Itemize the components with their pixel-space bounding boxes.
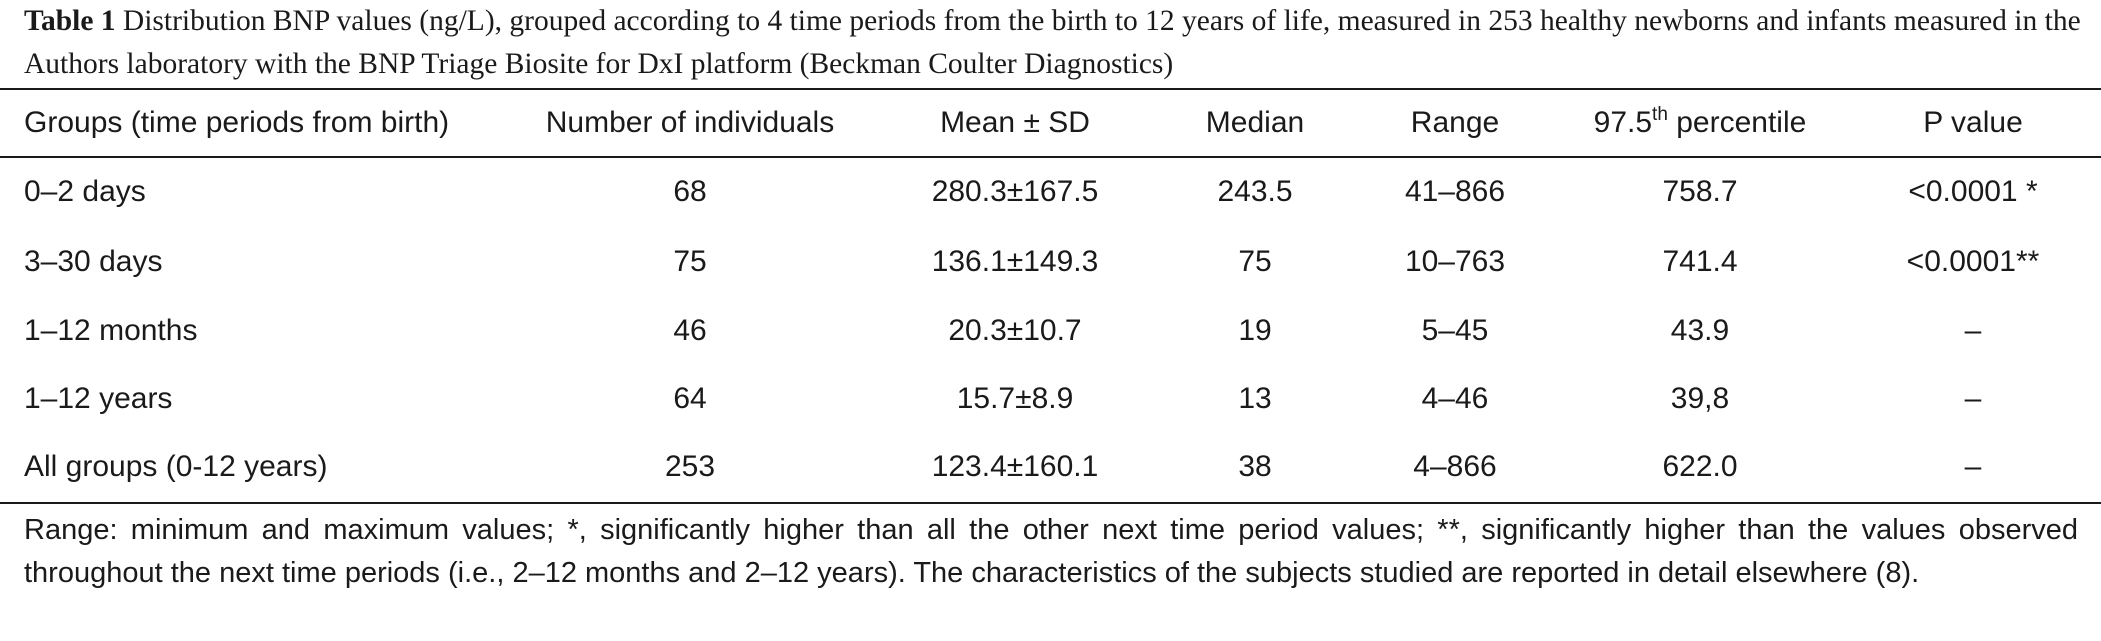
header-groups: Groups (time periods from birth) [24,106,450,139]
top-rule [0,88,2101,90]
cell-number: 68 [673,175,707,208]
cell-p-value: – [1964,313,1982,347]
cell-group: 0–2 days [24,175,146,208]
cell-percentile: 741.4 [1662,245,1738,279]
header-row: Groups (time periods from birth) Number … [0,90,2101,156]
cell-percentile: 622.0 [1662,450,1738,484]
cell-median: 75 [1238,245,1272,279]
cell-range: 10–763 [1404,245,1506,279]
cell-range: 41–866 [1404,175,1506,208]
cell-mean-sd: 280.3±167.5 [931,175,1099,208]
cell-median: 38 [1238,450,1272,484]
header-range: Range [1410,106,1500,139]
cell-p-value: – [1964,381,1982,415]
cell-percentile: 39,8 [1670,381,1730,415]
cell-group: 1–12 years [24,381,173,415]
cell-group: 1–12 months [24,313,198,347]
header-rule [0,156,2101,158]
header-percentile: 97.5th percentile [1555,90,1845,156]
table-row: 1–12 months 46 20.3±10.7 19 5–45 43.9 – [0,296,2101,364]
cell-mean-sd: 20.3±10.7 [948,313,1082,347]
table-row: All groups (0-12 years) 253 123.4±160.1 … [0,433,2101,501]
cell-p-value: <0.0001 * [1908,175,2038,208]
table-footnote: Range: minimum and maximum values; *, si… [24,514,2078,589]
table-row: 1–12 years 64 15.7±8.9 13 4–46 39,8 – [0,365,2101,433]
caption-label: Table 1 [24,5,116,37]
cell-median: 13 [1238,381,1272,415]
header-percentile-superscript: th [1652,104,1668,125]
header-mean-sd: Mean ± SD [940,106,1090,139]
cell-mean-sd: 15.7±8.9 [956,381,1074,415]
cell-percentile: 758.7 [1662,175,1738,208]
cell-number: 46 [673,313,707,347]
cell-number: 75 [673,245,707,279]
cell-range: 5–45 [1421,313,1489,347]
header-p-value: P value [1923,106,2023,139]
table-caption: Table 1 Distribution BNP values (ng/L), … [24,0,2084,86]
cell-number: 64 [673,381,707,415]
table-row: 3–30 days 75 136.1±149.3 75 10–763 741.4… [0,228,2101,296]
cell-group: All groups (0-12 years) [24,450,328,484]
cell-percentile: 43.9 [1670,313,1730,347]
header-percentile-number: 97.5 [1593,106,1653,139]
header-median: Median [1205,106,1305,139]
cell-mean-sd: 123.4±160.1 [931,450,1099,484]
bnp-table: Groups (time periods from birth) Number … [0,90,2101,502]
cell-range: 4–46 [1421,381,1489,415]
bottom-rule [0,502,2101,504]
header-number-of-individuals: Number of individuals [545,106,835,139]
table-row: 0–2 days 68 280.3±167.5 243.5 41–866 758… [0,156,2101,228]
cell-mean-sd: 136.1±149.3 [931,245,1099,279]
cell-group: 3–30 days [24,245,163,279]
cell-median: 19 [1238,313,1272,347]
cell-range: 4–866 [1413,450,1497,484]
cell-median: 243.5 [1217,175,1293,208]
header-percentile-text: percentile [1667,106,1807,139]
cell-p-value: – [1964,450,1982,484]
cell-p-value: <0.0001** [1906,245,2040,279]
caption-text: Distribution BNP values (ng/L), grouped … [24,5,2081,80]
cell-number: 253 [664,450,716,484]
